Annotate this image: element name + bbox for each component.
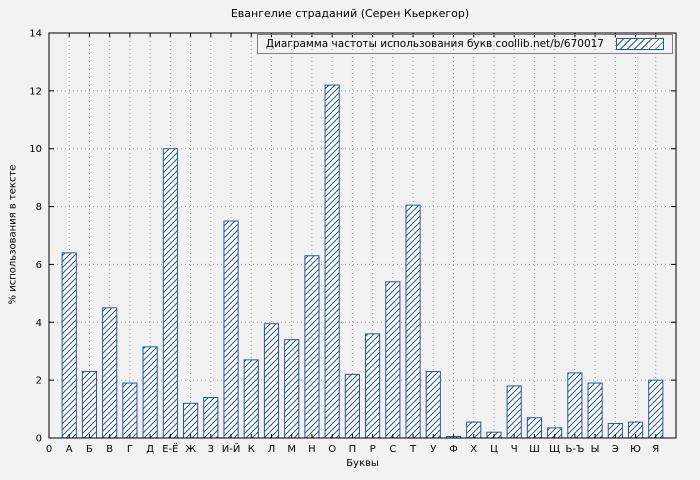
legend-swatch-hatch <box>616 38 664 50</box>
bar-Ж <box>183 402 199 439</box>
xtick-label: Л <box>268 444 276 455</box>
bar-С <box>385 281 401 439</box>
xtick-label: Я <box>652 444 659 455</box>
xtick-label: К <box>248 444 255 455</box>
bar-Е-Ё <box>162 148 178 439</box>
xtick-label: В <box>106 444 113 455</box>
xtick-label: Х <box>470 444 477 455</box>
bar-В <box>102 307 118 439</box>
bar-Ы <box>587 382 603 439</box>
xtick-label: Э <box>612 444 619 455</box>
bar-Ь-Ъ <box>567 372 583 439</box>
xtick-label: Г <box>127 444 133 455</box>
bar-М <box>284 339 300 439</box>
plot-border <box>48 32 677 439</box>
bar-Ч <box>506 385 522 439</box>
xtick-label: Ч <box>511 444 518 455</box>
bar-Б <box>81 370 98 439</box>
bar-О <box>324 84 340 439</box>
ytick-label: 10 <box>29 144 42 155</box>
ytick-label: 6 <box>36 260 42 271</box>
bar-У <box>425 370 441 439</box>
bar-Р <box>365 333 381 439</box>
bar-Д <box>142 346 158 439</box>
legend: Диаграмма частоты использования букв coo… <box>256 34 673 54</box>
bar-А <box>61 252 77 439</box>
bar-Т <box>405 204 421 439</box>
xtick-label: У <box>430 444 436 455</box>
xtick-label: Ц <box>490 444 498 455</box>
ytick-label: 0 <box>36 434 42 445</box>
legend-label: Диаграмма частоты использования букв coo… <box>265 38 604 50</box>
bar-Я <box>648 379 664 439</box>
xtick-label: Ю <box>630 444 641 455</box>
xtick-label: Д <box>146 444 154 455</box>
xtick-label: Ь-Ъ <box>565 444 584 455</box>
xtick-label: З <box>208 444 214 455</box>
bar-Г <box>122 382 138 439</box>
xtick-label: А <box>66 444 73 455</box>
xtick-label: 0 <box>46 444 52 455</box>
ytick-label: 12 <box>29 86 42 97</box>
ytick-label: 8 <box>36 202 42 213</box>
xtick-label: Н <box>308 444 316 455</box>
ytick-label: 14 <box>29 29 42 40</box>
xtick-label: М <box>287 444 296 455</box>
xtick-label: Ш <box>529 444 540 455</box>
bar-К <box>243 359 259 439</box>
xtick-label: Е-Ё <box>162 442 178 455</box>
ytick-label: 4 <box>36 318 42 329</box>
xtick-label: П <box>349 444 357 455</box>
xtick-label: Б <box>86 444 93 455</box>
xtick-label: Р <box>370 444 376 455</box>
xtick-label: Ж <box>185 444 196 455</box>
xtick-label: Т <box>409 444 417 455</box>
xtick-label: Ф <box>449 444 458 455</box>
bar-З <box>203 397 219 439</box>
xtick-label: С <box>389 444 396 455</box>
x-axis-label: Буквы <box>346 458 379 469</box>
bar-И-Й <box>223 220 239 439</box>
bar-Л <box>263 323 280 439</box>
bar-Н <box>304 255 320 439</box>
ytick-label: 2 <box>36 376 42 387</box>
y-axis-label: % использования в тексте <box>7 164 19 305</box>
xtick-label: Ы <box>591 444 600 455</box>
bar-П <box>344 373 360 439</box>
xtick-label: О <box>328 444 336 455</box>
chart-title: Евангелие страданий (Серен Кьеркегор) <box>230 7 470 20</box>
xtick-label: И-Й <box>222 442 241 455</box>
xtick-label: Щ <box>549 444 560 455</box>
